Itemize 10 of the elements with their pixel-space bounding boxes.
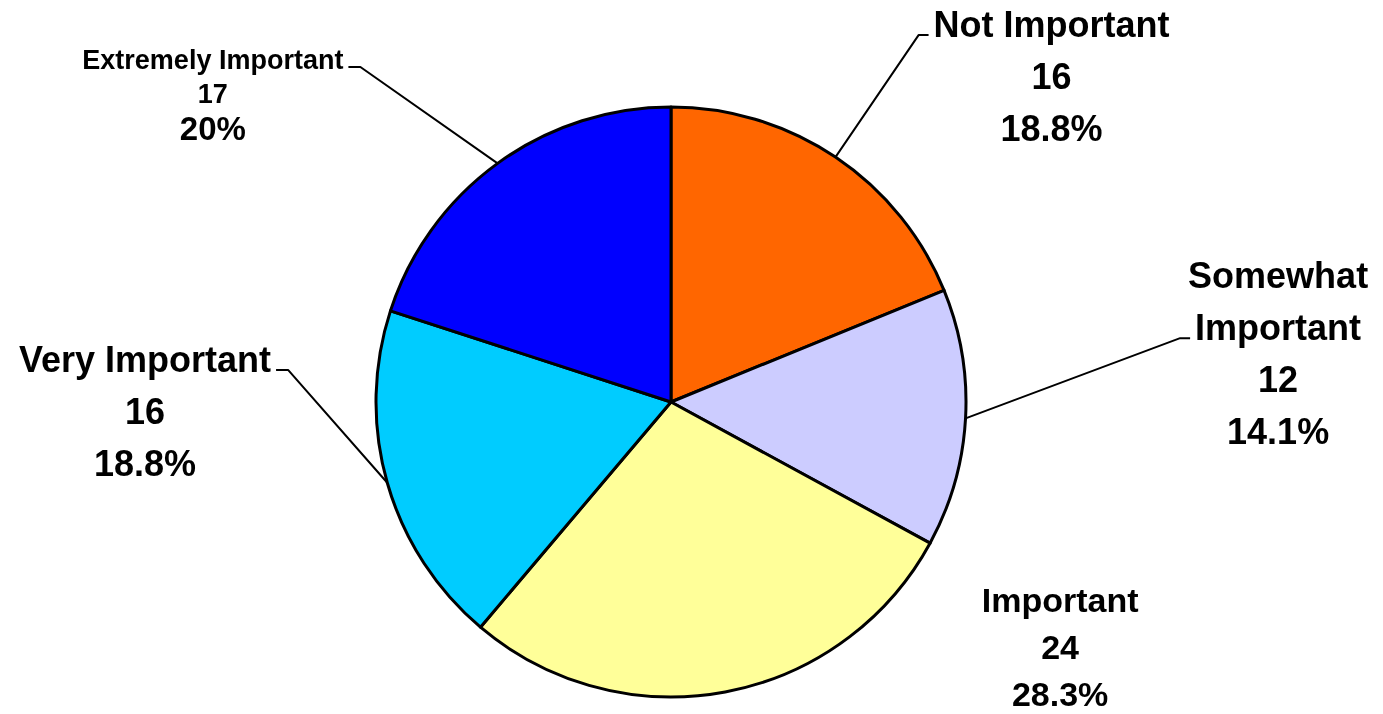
slice-label: Extremely Important — [82, 44, 344, 75]
slice-label: Very Important — [18, 338, 272, 380]
data-label: 24 28.3% — [1011, 628, 1109, 714]
slice-label: Somewhat Important — [1188, 255, 1369, 349]
slice-label: Not Important — [933, 4, 1170, 46]
data-label: 16 18.8% — [93, 390, 197, 484]
data-label: 17 20% — [179, 78, 246, 147]
data-label: 12 14.1% — [1227, 359, 1330, 453]
slice-label: Important — [981, 581, 1139, 620]
data-label: 16 18.8% — [1000, 56, 1103, 150]
